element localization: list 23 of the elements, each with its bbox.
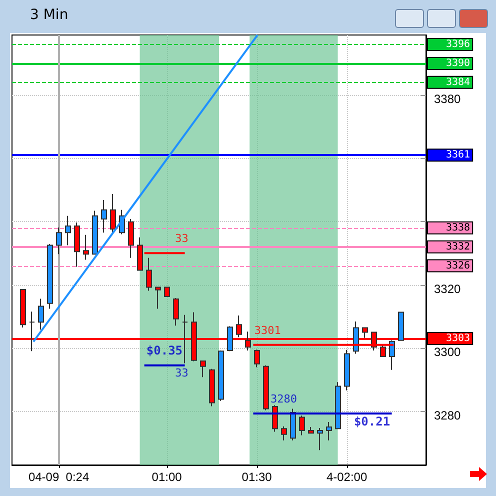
- y-tick-label: 3320: [434, 282, 462, 296]
- ref-line-label: 3396: [446, 38, 470, 50]
- x-tick-label: 01:00: [152, 470, 182, 484]
- y-tick-label: 3380: [434, 92, 462, 106]
- ref-line-label: 3361: [446, 150, 470, 161]
- annotation: 33: [175, 366, 188, 380]
- x-tick-label: 01:30: [242, 470, 272, 484]
- ref-line-label: 3384: [446, 76, 470, 88]
- ref-line-label: 3326: [446, 260, 470, 272]
- ref-line-label: 3390: [446, 58, 470, 69]
- y-tick-label: 3280: [434, 408, 462, 422]
- ref-line-label: 3303: [446, 333, 470, 344]
- ref-line-label: 3332: [446, 241, 470, 252]
- annotation: 3280: [270, 392, 298, 406]
- annotation: 33: [175, 232, 188, 246]
- x-tick-label: 04-09 0:24: [28, 470, 90, 484]
- annotation: $0.35: [146, 343, 183, 358]
- y-tick-label: 3300: [434, 345, 462, 360]
- chart-title: 3 Min: [30, 7, 68, 23]
- x-tick-label: 4-02:00: [326, 470, 368, 484]
- ref-line-label: 3338: [446, 222, 470, 234]
- annotation: $0.21: [354, 414, 390, 428]
- annotation: 3301: [254, 324, 281, 337]
